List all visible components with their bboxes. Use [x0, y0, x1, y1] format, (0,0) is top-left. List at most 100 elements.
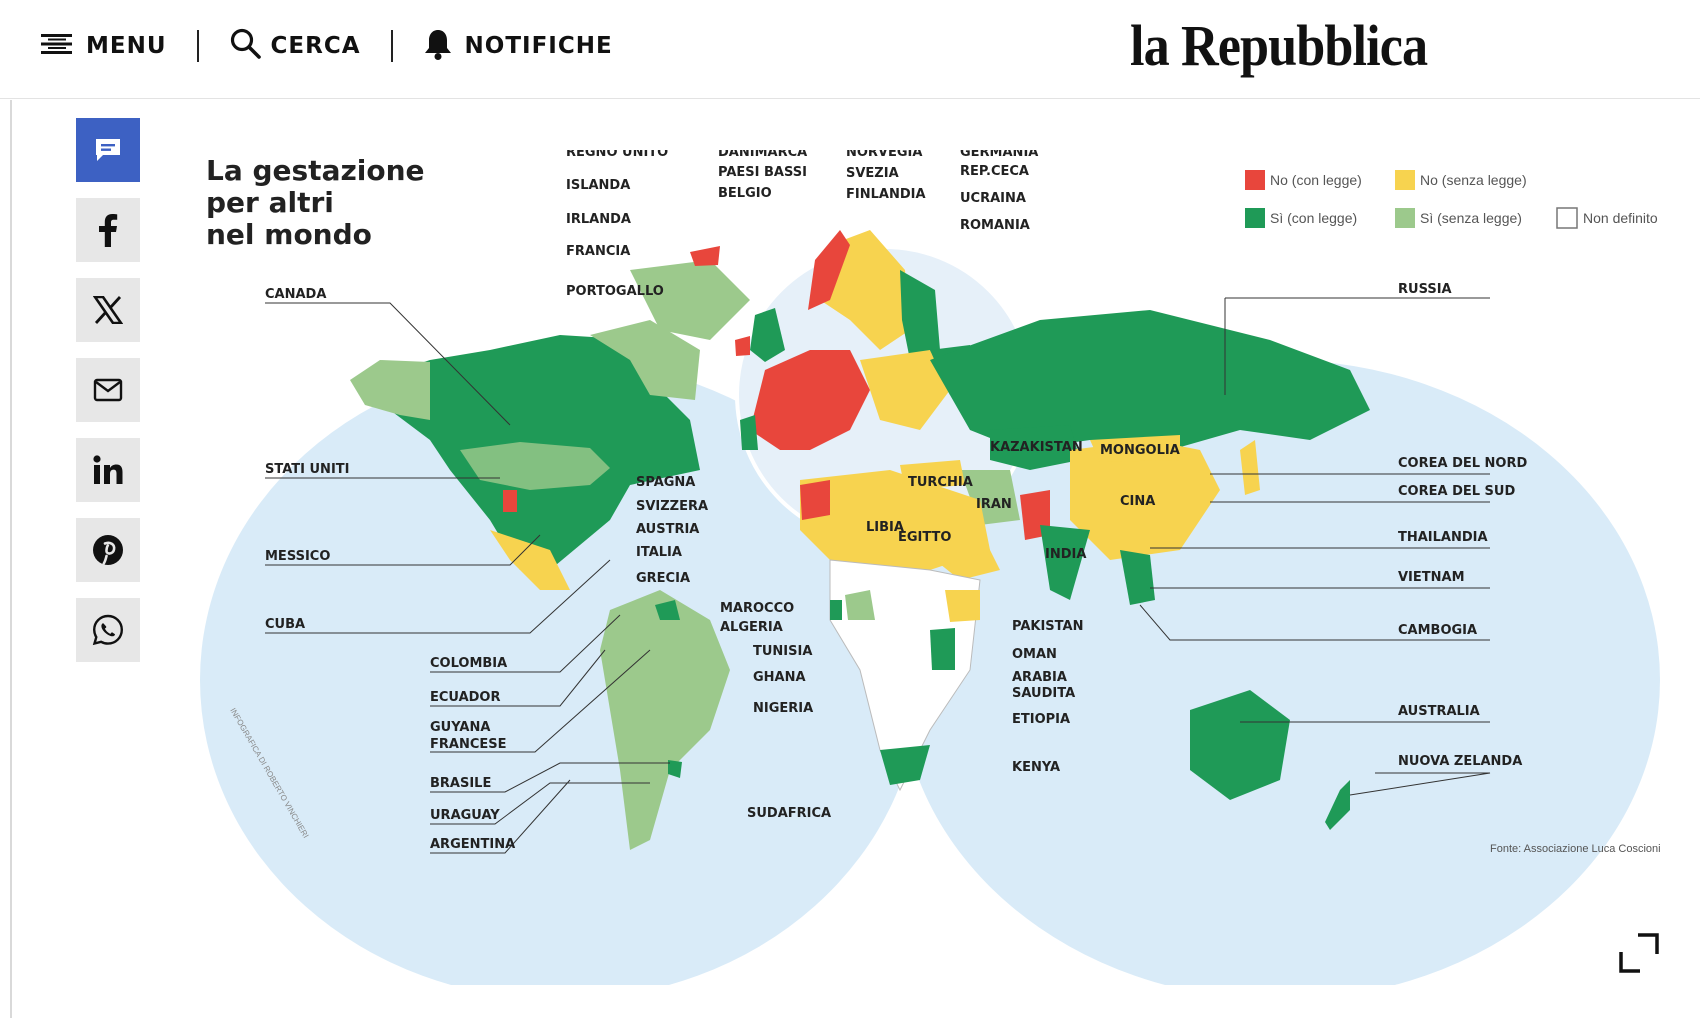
label-pakistan: PAKISTAN — [1012, 619, 1083, 634]
label-guyana-2: FRANCESE — [430, 737, 507, 752]
label-rep-ceca: REP.CECA — [960, 164, 1029, 179]
share-facebook-button[interactable] — [76, 198, 140, 262]
label-cambogia: CAMBOGIA — [1398, 623, 1477, 638]
label-marocco: MAROCCO — [720, 601, 794, 616]
label-grecia: GRECIA — [636, 571, 690, 586]
label-tunisia: TUNISIA — [753, 644, 812, 659]
label-cina: CINA — [1120, 494, 1155, 509]
land-australia — [1190, 690, 1290, 800]
land-alaska — [350, 360, 430, 420]
menu-button[interactable]: MENU — [40, 26, 167, 66]
label-india: INDIA — [1045, 547, 1086, 562]
label-ucraina: UCRAINA — [960, 191, 1026, 206]
site-logo[interactable]: la Repubblica — [1130, 13, 1428, 78]
label-kenya: KENYA — [1012, 760, 1060, 775]
label-mongolia: MONGOLIA — [1100, 443, 1180, 458]
search-label: CERCA — [270, 33, 361, 59]
share-whatsapp-button[interactable] — [76, 598, 140, 662]
share-pinterest-button[interactable] — [76, 518, 140, 582]
land-western-europe — [750, 350, 870, 450]
land-mongolia — [1090, 435, 1180, 462]
label-russia: RUSSIA — [1398, 282, 1452, 297]
land-japan — [1240, 440, 1260, 495]
land-portugal — [740, 415, 758, 450]
leader-brasile — [430, 762, 670, 793]
label-paesi-bassi: PAESI BASSI — [718, 165, 807, 180]
land-india — [1040, 525, 1090, 600]
label-ghana: GHANA — [753, 670, 806, 685]
legend-swatch-green — [1245, 208, 1265, 228]
label-svezia: SVEZIA — [846, 166, 899, 181]
label-turchia: TURCHIA — [908, 475, 973, 490]
label-svizzera: SVIZZERA — [636, 499, 708, 514]
land-norway — [808, 230, 850, 310]
label-austria: AUSTRIA — [636, 522, 699, 537]
legend-no-con-legge: No (con legge) — [1270, 172, 1362, 188]
label-algeria: ALGERIA — [720, 620, 783, 635]
label-arabia-2: SAUDITA — [1012, 686, 1075, 701]
land-russia — [930, 310, 1370, 450]
label-guyana-1: GUYANA — [430, 720, 490, 735]
label-oman: OMAN — [1012, 647, 1057, 662]
label-danimarca: DANIMARCA — [718, 150, 807, 160]
land-ghana — [830, 600, 842, 620]
label-belgio: BELGIO — [718, 186, 772, 201]
share-email-button[interactable] — [76, 358, 140, 422]
leader-colombia — [430, 614, 621, 673]
land-uk — [750, 308, 785, 362]
label-arabia-1: ARABIA — [1012, 670, 1067, 685]
land-kenya — [930, 628, 955, 670]
label-finlandia: FINLANDIA — [846, 187, 926, 202]
bell-icon — [423, 27, 453, 66]
legend-swatch-white — [1556, 207, 1578, 229]
comments-button[interactable] — [76, 118, 140, 182]
label-portogallo: PORTOGALLO — [566, 284, 664, 299]
label-romania: ROMANIA — [960, 218, 1030, 233]
land-ethiopia — [945, 590, 980, 622]
label-spagna: SPAGNA — [636, 475, 695, 490]
share-linkedin-button[interactable] — [76, 438, 140, 502]
leader-guyana — [430, 649, 651, 753]
land-uruguay — [668, 760, 682, 778]
expand-icon — [1619, 933, 1659, 973]
leader-argentina — [430, 779, 571, 854]
leader-ecuador — [430, 649, 606, 707]
fullscreen-button[interactable] — [1618, 932, 1660, 974]
notifications-button[interactable]: NOTIFICHE — [423, 26, 613, 66]
land-canada-east — [590, 320, 700, 400]
label-australia: AUSTRALIA — [1398, 704, 1480, 719]
label-argentina: ARGENTINA — [430, 837, 515, 852]
label-cuba: CUBA — [265, 617, 305, 632]
share-x-button[interactable] — [76, 278, 140, 342]
comment-icon — [96, 139, 120, 161]
legend-si-senza-legge: Sì (senza legge) — [1420, 210, 1522, 226]
leader-nuova-zelanda — [1349, 772, 1491, 796]
label-libia: LIBIA — [866, 520, 904, 535]
label-thailandia: THAILANDIA — [1398, 530, 1488, 545]
label-ecuador: ECUADOR — [430, 690, 501, 705]
label-stati-uniti: STATI UNITI — [265, 462, 349, 477]
land-finland — [900, 270, 940, 360]
label-nigeria: NIGERIA — [753, 701, 813, 716]
menu-label: MENU — [86, 33, 167, 59]
label-norvegia: NORVEGIA — [846, 150, 922, 160]
leader-cambogia — [1139, 604, 1490, 641]
land-ireland — [735, 336, 750, 356]
label-corea-nord: COREA DEL NORD — [1398, 456, 1527, 471]
label-francia: FRANCIA — [566, 244, 630, 259]
land-south-africa — [880, 745, 930, 785]
legend-si-con-legge: Sì (con legge) — [1270, 210, 1357, 226]
hamburger-icon — [40, 31, 74, 62]
globe-west — [200, 360, 920, 985]
label-italia: ITALIA — [636, 545, 682, 560]
land-mexico — [490, 530, 570, 590]
search-button[interactable]: CERCA — [229, 26, 361, 66]
source-text: Fonte: Associazione Luca Coscioni — [1490, 843, 1661, 855]
legend-swatch-yellow — [1395, 170, 1415, 190]
left-divider — [10, 100, 12, 1018]
infographic-title: La gestazione per altri nel mondo — [206, 154, 434, 251]
main-nav: MENU CERCA NOTIFICHE — [40, 26, 613, 66]
label-vietnam: VIETNAM — [1398, 570, 1465, 585]
leader-canada — [265, 302, 511, 426]
land-guyana — [655, 600, 680, 620]
